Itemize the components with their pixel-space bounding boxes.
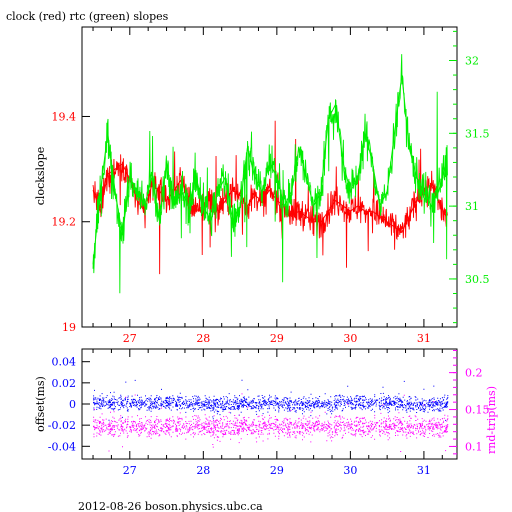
data-point: [93, 401, 95, 404]
series-noise-trace: [92, 54, 448, 294]
y2-tick-label: 0.2: [465, 367, 483, 380]
series-noise-trace: [92, 120, 448, 275]
x-tick-label: 28: [196, 464, 210, 477]
data-point: [240, 425, 242, 428]
chart-title: clock (red) rtc (green) slopes: [6, 10, 169, 23]
y-tick-label: 19: [62, 321, 76, 334]
data-point: [276, 402, 279, 405]
data-point: [423, 404, 426, 406]
series-clock: [92, 120, 448, 275]
data-point: [166, 401, 169, 404]
series-rnd-trip: [93, 393, 449, 452]
data-point: [93, 425, 95, 428]
data-point: [313, 404, 316, 406]
x-tick-label: 30: [343, 332, 357, 345]
x-tick-label: 31: [417, 332, 431, 345]
data-point: [166, 425, 169, 428]
x-tick-label: 27: [123, 332, 137, 345]
y-tick-label: 19.4: [52, 110, 77, 123]
data-point: [129, 402, 132, 405]
data-point: [387, 426, 389, 429]
data-point: [350, 401, 352, 404]
footer-label: 2012-08-26 boson.physics.ubc.ca: [78, 500, 263, 512]
y-tick-label: 0.02: [52, 377, 77, 390]
lower-y-axis-label: offset(ms): [34, 376, 47, 432]
x-tick-label: 27: [123, 464, 137, 477]
data-point: [203, 404, 205, 406]
y2-tick-label: 30.5: [465, 273, 490, 286]
x-tick-label: 30: [343, 464, 357, 477]
y2-tick-label: 31: [465, 200, 479, 213]
series-rtc: [92, 54, 448, 294]
series-points: [93, 393, 449, 452]
y2-tick-label: 32: [465, 54, 479, 67]
y2-tick-label: 31.5: [465, 127, 490, 140]
series-offset: [93, 379, 449, 423]
upper-y-axis-label: clockslope: [34, 147, 47, 205]
x-tick-label: 29: [270, 464, 284, 477]
x-tick-label: 29: [270, 332, 284, 345]
data-point: [423, 425, 426, 428]
y2-tick-label: 0.15: [465, 404, 490, 417]
data-point: [203, 426, 205, 429]
y2-tick-label: 0.1: [465, 440, 483, 453]
y-tick-label: 19.2: [52, 216, 77, 229]
y-tick-label: 0: [69, 398, 76, 411]
data-point: [445, 402, 448, 405]
y-tick-label: -0.04: [48, 440, 76, 453]
x-tick-label: 31: [417, 464, 431, 477]
data-point: [313, 425, 316, 428]
x-tick-label: 28: [196, 332, 210, 345]
series-points: [93, 379, 449, 423]
y-tick-label: 0.04: [52, 356, 77, 369]
data-point: [445, 426, 448, 429]
y-tick-label: -0.02: [48, 419, 76, 432]
data-point: [276, 426, 279, 429]
data-point: [387, 402, 389, 405]
lower-y2-axis-label: rnd-trip(ms): [485, 386, 498, 454]
data-point: [129, 426, 132, 429]
data-point: [240, 402, 242, 405]
data-point: [350, 426, 352, 429]
